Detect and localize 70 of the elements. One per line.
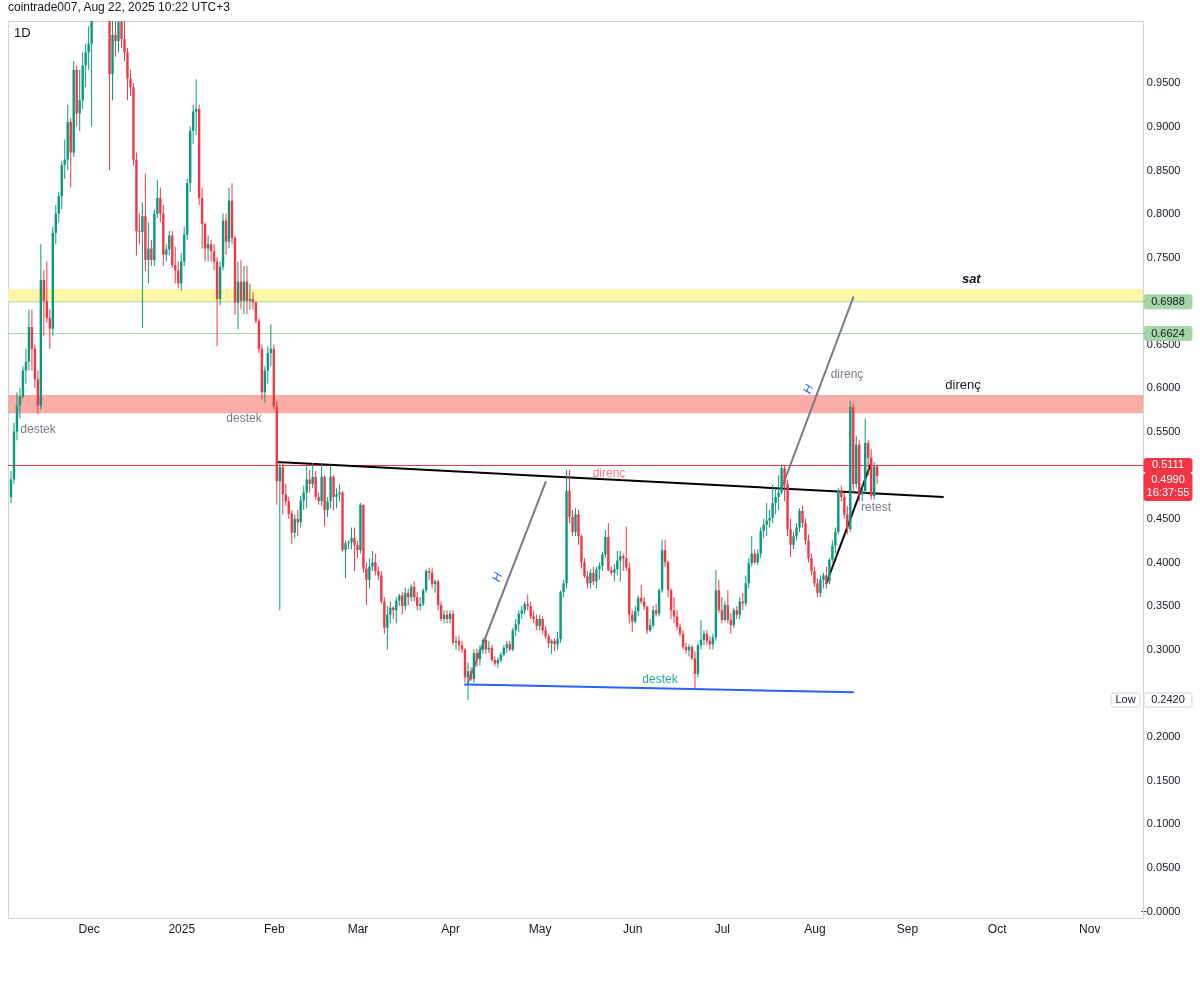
candlestick	[765, 502, 768, 537]
x-tick-label: 2025	[168, 921, 196, 936]
y-tick-label: 0.4000	[1146, 555, 1181, 568]
x-tick-label: May	[528, 921, 552, 936]
y-tick-label: 0.1000	[1146, 817, 1181, 830]
x-tick-label: Nov	[1079, 921, 1101, 936]
y-tick-label: 0.2000	[1146, 730, 1181, 743]
x-tick-label: Sep	[896, 921, 919, 936]
y-tick-label: 0.9000	[1146, 119, 1181, 132]
candlestick	[374, 553, 377, 576]
annotation: destek	[642, 672, 679, 686]
band-label: sat	[961, 270, 982, 286]
x-tick-label: Oct	[987, 921, 1008, 936]
y-tick-label: 0.6000	[1146, 381, 1181, 394]
band-label: direnç	[945, 376, 982, 392]
candlestick	[117, 21, 120, 53]
x-tick-label: Dec	[78, 921, 100, 936]
candlestick	[305, 465, 308, 509]
y-tick-label: 0.9500	[1146, 76, 1181, 89]
candlestick	[90, 21, 93, 127]
x-tick-label: Feb	[263, 921, 285, 936]
candlestick	[150, 239, 153, 267]
y-tick-label: 0.0500	[1146, 860, 1181, 873]
candlestick	[308, 469, 311, 494]
ref-line-label: 0.5111	[1151, 458, 1185, 471]
y-tick-label: 0.8000	[1146, 207, 1181, 220]
candlestick	[141, 201, 144, 329]
ref-line-label: 0.6624	[1151, 326, 1185, 339]
candlestick	[589, 568, 592, 589]
y-tick-label: 0.3000	[1146, 643, 1181, 656]
candlestick	[595, 566, 598, 589]
text: 16:37:55	[1146, 486, 1190, 499]
annotation: destek	[226, 410, 263, 425]
candlestick	[487, 640, 491, 654]
x-tick-label: Jun	[623, 921, 643, 936]
annotation: H	[488, 570, 506, 584]
ref-line-label: 0.6988	[1151, 294, 1185, 307]
annotation: retest	[860, 500, 892, 514]
candlestick	[332, 474, 335, 511]
annotation: destek	[20, 422, 57, 436]
candlestick	[386, 605, 389, 651]
x-tick-label: Jul	[714, 921, 731, 936]
candlestick	[592, 566, 595, 586]
y-tick-label: 0.8500	[1146, 163, 1181, 176]
y-tick-label: −0.0000	[1140, 904, 1181, 917]
text: 0.4990	[1151, 473, 1185, 486]
annotation: direnç	[830, 367, 864, 381]
chart-title: 1D	[14, 25, 31, 40]
candlestick	[574, 507, 577, 537]
candlestick	[335, 487, 338, 509]
text: cointrade007, Aug 22, 2025 10:22 UTC+3	[8, 0, 231, 14]
y-tick-label: 0.3500	[1146, 599, 1181, 612]
annotation: Low	[1115, 693, 1136, 706]
y-tick-label: 0.5500	[1146, 425, 1181, 438]
y-tick-label: 0.1500	[1146, 773, 1181, 786]
x-tick-label: Aug	[804, 921, 826, 936]
y-tick-label: 0.4500	[1146, 512, 1181, 525]
x-tick-label: Apr	[441, 921, 460, 936]
text: 0.2420	[1151, 693, 1185, 706]
candlestick	[311, 462, 314, 489]
candlestick	[825, 566, 828, 589]
annotation: direnç	[592, 466, 626, 480]
x-tick-label: Mar	[347, 921, 369, 936]
candlestick	[640, 584, 643, 605]
annotation: H	[799, 382, 817, 396]
candlestick	[314, 470, 317, 501]
candlestick	[654, 603, 658, 617]
y-tick-label: 0.6500	[1146, 337, 1181, 350]
y-tick-label: 0.7500	[1146, 250, 1181, 263]
candlestick	[771, 484, 774, 524]
